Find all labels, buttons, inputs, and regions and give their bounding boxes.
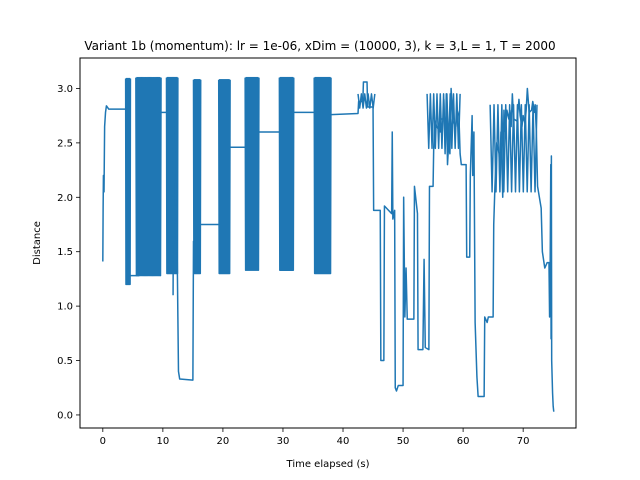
series-line: [330, 81, 555, 412]
series-line: [217, 79, 231, 275]
plot-area-frame: [79, 57, 577, 429]
y-tick-label: 2.0: [57, 193, 73, 204]
series-line: [278, 76, 295, 271]
y-tick-label: 1.0: [57, 302, 73, 313]
y-axis-label: Distance: [32, 221, 43, 265]
y-tick-label: 0.0: [57, 410, 73, 421]
y-tick-label: 1.5: [57, 247, 73, 258]
x-tick-label: 30: [277, 436, 290, 447]
y-tick-label: 0.5: [57, 356, 73, 367]
series-line: [124, 77, 132, 286]
x-tick-label: 70: [517, 436, 530, 447]
series-line: [244, 76, 260, 271]
series-layer: [102, 76, 555, 412]
x-tick-label: 20: [217, 436, 230, 447]
series-line: [172, 120, 195, 381]
y-tick-label: 2.5: [57, 138, 73, 149]
x-tick-label: 50: [397, 436, 410, 447]
x-tick-label: 0: [100, 436, 106, 447]
series-line: [192, 79, 202, 275]
y-axis: 0.0 0.5 1.0 1.5 2.0 2.5 3.0: [57, 84, 80, 421]
series-line: [135, 76, 162, 277]
x-axis: 0 10 20 30 40 50 60 70: [100, 428, 530, 447]
series-line: [313, 76, 332, 275]
x-axis-label: Time elapsed (s): [286, 459, 370, 470]
y-tick-label: 3.0: [57, 84, 73, 95]
series-line: [426, 93, 461, 150]
x-tick-label: 40: [337, 436, 350, 447]
x-tick-label: 10: [156, 436, 169, 447]
series-line: [102, 105, 126, 262]
series-line: [357, 93, 376, 109]
chart-title: Variant 1b (momentum): lr = 1e-06, xDim …: [84, 39, 555, 53]
x-tick-label: 60: [457, 436, 470, 447]
series-line: [489, 104, 538, 193]
